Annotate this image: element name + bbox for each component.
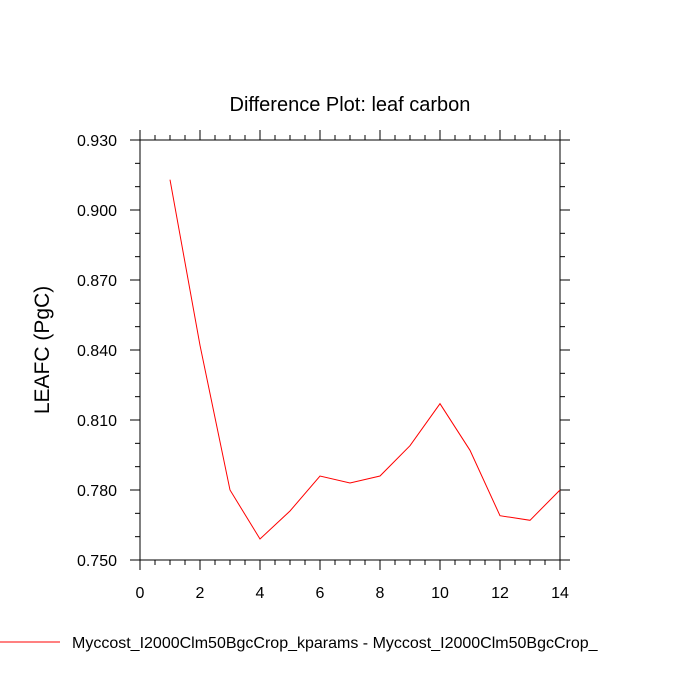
plot-frame [139,139,561,561]
y-tick-label: 0.840 [77,343,117,360]
y-tick-label: 0.810 [77,413,117,430]
y-tick-label: 0.780 [77,483,117,500]
y-tick-label: 0.900 [77,203,117,220]
chart-title: Difference Plot: leaf carbon [230,94,471,116]
y-axis-label: LEAFC (PgC) [31,286,54,414]
y-tick-label: 0.750 [77,553,117,570]
x-tick-label: 8 [376,585,385,602]
plot-area: 0 2 4 6 8 10 12 14 0.750 0.780 0.810 0.840 0.870 0.90… [77,130,570,602]
series-line-0 [169,179,561,540]
legend: Myccost_I2000Clm50BgcCrop_kparams - Mycc… [0,635,599,652]
y-tick-label: 0.870 [77,273,117,290]
x-tick-label: 0 [136,585,145,602]
x-tick-label: 12 [491,585,509,602]
x-tick-label: 14 [551,585,569,602]
x-tick-label: 10 [431,585,449,602]
legend-entry-label: Myccost_I2000Clm50BgcCrop_kparams - Mycc… [72,635,599,652]
x-tick-label: 6 [316,585,325,602]
x-tick-label: 2 [196,585,205,602]
x-tick-label: 4 [256,585,265,602]
y-tick-label: 0.930 [77,133,117,150]
